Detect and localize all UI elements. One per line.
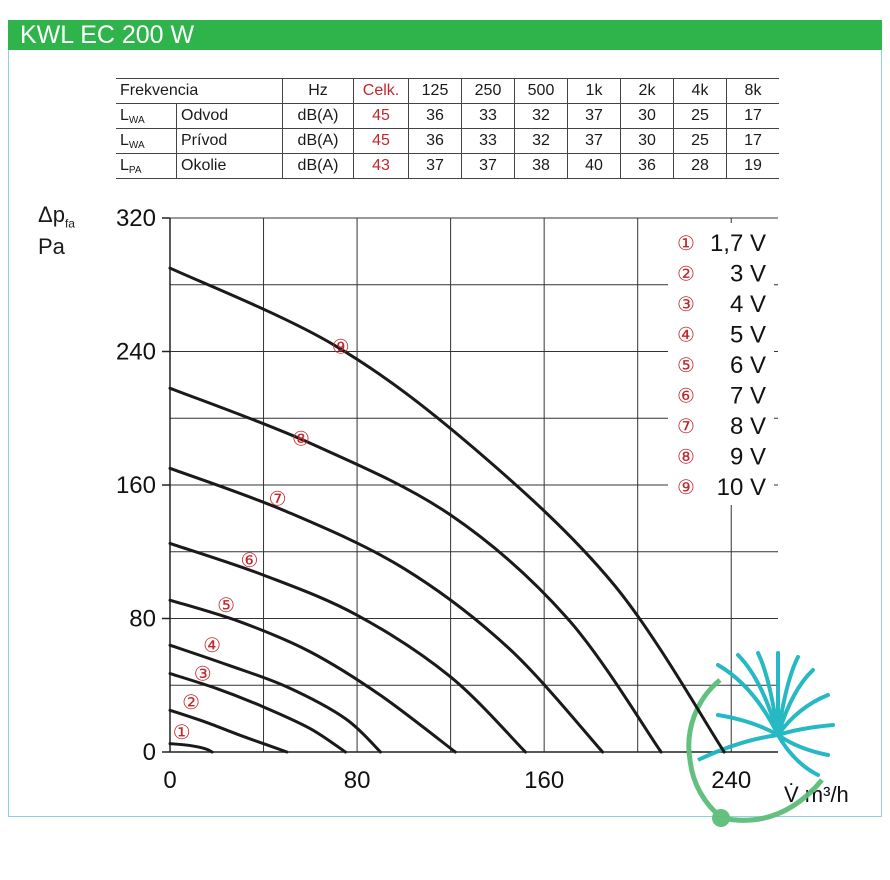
row-value: 30 <box>620 128 674 154</box>
row-value: 36 <box>620 153 674 179</box>
row-symbol: LWA <box>116 103 177 129</box>
curve-5 <box>168 598 457 754</box>
header-8k: 8k <box>726 78 779 104</box>
row-value: 28 <box>673 153 727 179</box>
row-name: Prívod <box>176 128 283 154</box>
curve-marker-7: ⑦ <box>269 486 287 510</box>
curve-8 <box>168 386 663 754</box>
legend-label: 6 V <box>730 352 766 379</box>
product-title: KWL EC 200 W <box>20 21 195 49</box>
curve-2 <box>168 708 289 754</box>
legend-marker: ④ <box>677 323 695 347</box>
noise-table: Frekvencia Hz Celk. 125 250 500 1k 2k 4k… <box>116 78 779 179</box>
y-tick-label: 160 <box>116 472 156 499</box>
legend-marker: ⑨ <box>677 475 695 499</box>
x-tick-label: 240 <box>711 767 751 794</box>
row-total: 43 <box>353 153 409 179</box>
row-value: 36 <box>408 103 462 129</box>
y-tick-label: 80 <box>129 606 156 633</box>
curve-marker-9: ⑨ <box>332 334 350 358</box>
y-tick-label: 0 <box>143 739 156 766</box>
header-125: 125 <box>408 78 462 104</box>
table-row: LPA Okolie dB(A) 43 37 37 38 40 36 28 19 <box>116 153 779 179</box>
row-value: 30 <box>620 103 674 129</box>
curve-marker-4: ④ <box>203 633 221 657</box>
y-tick-label: 240 <box>116 339 156 366</box>
legend-marker: ⑥ <box>677 384 695 408</box>
legend-marker: ⑦ <box>677 414 695 438</box>
curve-4 <box>168 643 382 754</box>
row-unit: dB(A) <box>282 103 354 129</box>
curve-marker-3: ③ <box>194 662 212 686</box>
curve-marker-5: ⑤ <box>217 593 235 617</box>
curve-marker-6: ⑥ <box>241 548 259 572</box>
noise-table-header: Frekvencia Hz Celk. 125 250 500 1k 2k 4k… <box>116 78 779 104</box>
x-tick-label: 0 <box>163 767 176 794</box>
curve-marker-8: ⑧ <box>292 426 310 450</box>
legend-label: 8 V <box>730 413 766 440</box>
header-1k: 1k <box>567 78 621 104</box>
header-frekvencia: Frekvencia <box>116 78 283 104</box>
legend-label: 10 V <box>717 474 766 501</box>
legend-label: 3 V <box>730 261 766 288</box>
legend-label: 4 V <box>730 291 766 318</box>
curve-7 <box>168 466 605 754</box>
row-value: 32 <box>514 103 568 129</box>
row-value: 32 <box>514 128 568 154</box>
header-celk: Celk. <box>353 78 409 104</box>
fan-logo-icon <box>686 651 835 827</box>
row-value: 19 <box>726 153 779 179</box>
legend-label: 5 V <box>730 322 766 349</box>
y-axis-label: Δpfa Pa <box>38 202 75 260</box>
legend-label: 1,7 V <box>710 230 766 257</box>
legend-label: 7 V <box>730 383 766 410</box>
row-value: 37 <box>567 128 621 154</box>
legend-marker: ② <box>677 262 695 286</box>
row-value: 37 <box>408 153 462 179</box>
legend-box <box>668 223 774 505</box>
row-unit: dB(A) <box>282 153 354 179</box>
table-row: LWA Odvod dB(A) 45 36 33 32 37 30 25 17 <box>116 103 779 129</box>
curve-marker-1: ① <box>173 720 191 744</box>
legend-marker: ① <box>677 231 695 255</box>
y-tick-label: 320 <box>116 205 156 232</box>
curve-marker-2: ② <box>182 690 200 714</box>
row-value: 40 <box>567 153 621 179</box>
legend-marker: ⑤ <box>677 353 695 377</box>
header-4k: 4k <box>673 78 727 104</box>
title-bar: KWL EC 200 W <box>8 20 882 50</box>
curve-3 <box>168 672 347 754</box>
x-tick-label: 80 <box>344 767 371 794</box>
row-name: Okolie <box>176 153 283 179</box>
legend-marker: ③ <box>677 292 695 316</box>
curve-9 <box>168 266 726 754</box>
row-value: 38 <box>514 153 568 179</box>
header-250: 250 <box>461 78 515 104</box>
legend-label: 9 V <box>730 444 766 471</box>
legend-marker: ⑧ <box>677 445 695 469</box>
x-tick-label: 160 <box>524 767 564 794</box>
curve-1 <box>168 742 214 754</box>
curve-6 <box>168 541 527 754</box>
row-value: 33 <box>461 128 515 154</box>
